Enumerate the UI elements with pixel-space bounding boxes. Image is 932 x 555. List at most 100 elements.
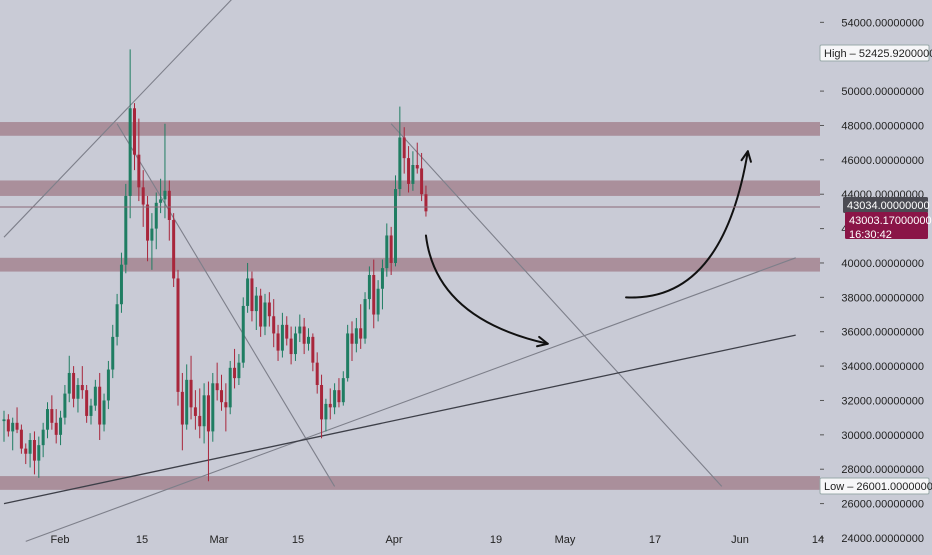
candle[interactable] (215, 362, 219, 401)
candle[interactable] (80, 366, 84, 399)
projection-arrow-0[interactable] (424, 234, 549, 345)
trendline-1[interactable] (116, 123, 336, 487)
candle[interactable] (220, 374, 223, 411)
candle[interactable] (119, 252, 123, 313)
candle[interactable] (333, 383, 337, 415)
candle[interactable] (224, 383, 228, 432)
candle[interactable] (263, 293, 267, 336)
candle[interactable] (354, 317, 358, 353)
candle[interactable] (267, 292, 271, 327)
candle[interactable] (241, 297, 245, 368)
sr-zone-2[interactable] (0, 257, 820, 272)
trendline-3[interactable] (25, 257, 796, 542)
candle[interactable] (424, 185, 428, 217)
candle[interactable] (389, 226, 393, 275)
candle[interactable] (50, 395, 54, 430)
candle[interactable] (311, 333, 315, 372)
candle[interactable] (106, 360, 110, 410)
candle[interactable] (163, 123, 167, 219)
candle[interactable] (180, 372, 184, 451)
candle[interactable] (128, 49, 132, 219)
candle[interactable] (285, 316, 289, 346)
candle[interactable] (246, 262, 250, 313)
candle[interactable] (385, 223, 389, 277)
candle[interactable] (380, 259, 384, 310)
sr-zone-0[interactable] (0, 122, 820, 136)
candle[interactable] (350, 321, 354, 361)
candle[interactable] (11, 417, 15, 451)
candle[interactable] (115, 293, 119, 346)
sr-zone-1[interactable] (0, 180, 820, 196)
candle[interactable] (167, 180, 171, 241)
candle[interactable] (102, 393, 106, 432)
candle[interactable] (54, 409, 58, 444)
candle[interactable] (328, 388, 332, 420)
candle[interactable] (19, 424, 23, 454)
candle[interactable] (289, 326, 293, 365)
candle[interactable] (359, 304, 363, 349)
candle[interactable] (41, 422, 45, 458)
candle[interactable] (28, 433, 32, 468)
candle[interactable] (124, 183, 128, 274)
candle[interactable] (15, 407, 19, 434)
candle[interactable] (341, 371, 345, 406)
candle[interactable] (394, 175, 397, 267)
projection-arrow-1[interactable] (625, 150, 749, 299)
candle[interactable] (46, 402, 49, 439)
candle[interactable] (59, 410, 63, 446)
candle[interactable] (211, 372, 215, 442)
sr-zone-3[interactable] (0, 476, 820, 490)
trendline-4[interactable] (3, 334, 796, 505)
candle[interactable] (324, 398, 328, 432)
trendline-2[interactable] (390, 123, 723, 487)
candle[interactable] (398, 106, 402, 196)
candle[interactable] (276, 324, 280, 361)
candle[interactable] (111, 324, 115, 379)
candle[interactable] (293, 326, 297, 361)
candle[interactable] (2, 410, 6, 442)
candle[interactable] (228, 360, 232, 415)
candle[interactable] (254, 287, 258, 330)
candle[interactable] (407, 146, 411, 193)
candle[interactable] (76, 378, 80, 413)
candle[interactable] (63, 385, 67, 425)
candle[interactable] (67, 355, 71, 403)
candle[interactable] (402, 127, 406, 174)
candle[interactable] (185, 364, 189, 430)
candle[interactable] (176, 269, 180, 406)
candle[interactable] (172, 213, 176, 288)
candle[interactable] (250, 271, 254, 322)
candle[interactable] (420, 152, 424, 202)
candle[interactable] (85, 385, 89, 423)
candle[interactable] (315, 352, 319, 394)
candle[interactable] (6, 414, 10, 437)
candle[interactable] (346, 324, 350, 382)
candle[interactable] (337, 378, 341, 408)
candle[interactable] (141, 170, 145, 227)
candle[interactable] (302, 317, 306, 355)
candle[interactable] (189, 355, 193, 420)
candle[interactable] (202, 383, 206, 444)
candle[interactable] (259, 288, 263, 337)
candle[interactable] (367, 266, 371, 310)
candle[interactable] (372, 259, 376, 329)
candle[interactable] (206, 381, 210, 482)
candle[interactable] (363, 292, 367, 344)
candle[interactable] (150, 213, 154, 270)
candle[interactable] (298, 314, 302, 343)
candle[interactable] (193, 390, 197, 430)
candle[interactable] (376, 280, 380, 322)
candle[interactable] (272, 299, 276, 348)
candle[interactable] (98, 372, 102, 440)
candle[interactable] (411, 151, 415, 191)
trendline-0[interactable] (3, 0, 248, 238)
candle[interactable] (237, 354, 241, 385)
candle[interactable] (37, 436, 41, 478)
candle[interactable] (233, 348, 237, 389)
candle[interactable] (307, 328, 310, 351)
candle[interactable] (89, 398, 93, 425)
candle[interactable] (133, 103, 136, 171)
candle[interactable] (280, 312, 284, 358)
